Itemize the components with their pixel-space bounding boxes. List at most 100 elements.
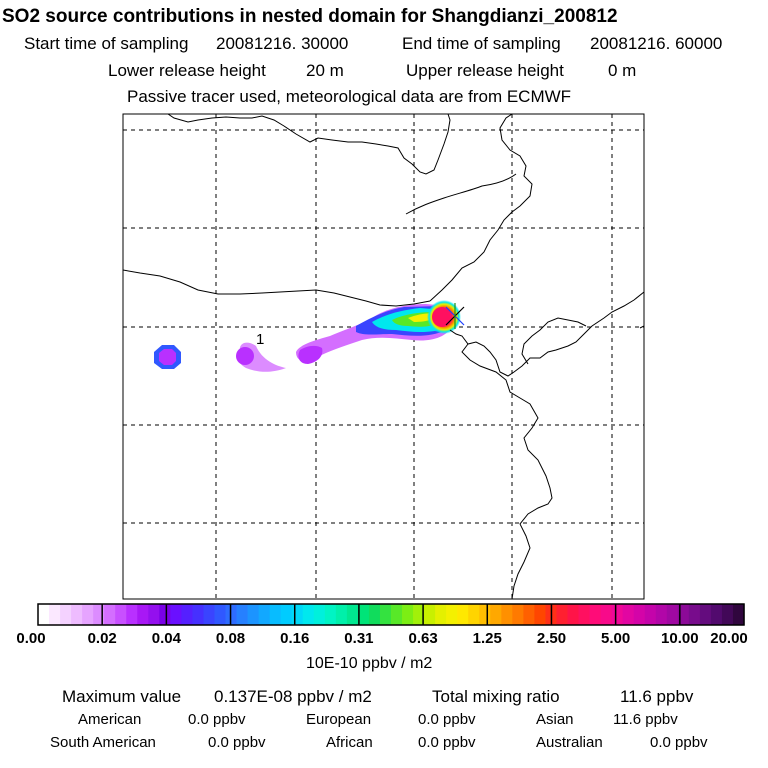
colorbar-cell [622,604,635,625]
colorbar-cell [512,604,524,625]
colorbar-cell [600,604,613,625]
colorbar-cell [38,604,50,625]
region-value: 0.0 ppbv [208,734,266,751]
colorbar-cell [368,604,381,625]
colorbar-cell [534,604,547,625]
colorbar-cell [501,604,513,625]
region-name: South American [50,734,156,751]
colorbar-tick-label: 5.00 [601,630,631,647]
colorbar-cell [567,604,580,625]
map-title: SO2 source contributions in nested domai… [2,6,618,27]
colorbar-cell [633,604,646,625]
region-value: 0.0 ppbv [418,711,476,728]
colorbar-cell [203,604,216,625]
colorbar-tick-label: 0.02 [87,630,117,647]
colorbar-cell [413,604,425,625]
colorbar-cell [148,604,160,625]
colorbar-cell [137,604,149,625]
max-value: 0.137E-08 ppbv / m2 [214,687,372,706]
total-mixing-label: Total mixing ratio [432,687,560,706]
colorbar-cell [490,604,502,625]
colorbar-tick-label: 0.00 [16,630,46,647]
colorbar-cell [710,604,723,625]
region-value: 11.6 ppbv [613,711,678,728]
region-value: 0.0 ppbv [418,734,476,751]
region-name: Australian [536,734,603,751]
colorbar-cell [225,604,238,625]
colorbar-cell [402,604,414,625]
colorbar-cell [346,604,359,625]
colorbar-tick-label: 20.00 [710,630,748,647]
colorbar-cell [424,604,436,625]
total-mixing-value: 11.6 ppbv [620,687,694,706]
colorbar-cell [49,604,61,625]
end-time-value: 20081216. 60000 [590,34,723,53]
colorbar-cell [677,604,690,625]
colorbar-cell [214,604,227,625]
colorbar-separators [101,604,681,625]
colorbar-tick-label: 0.16 [280,630,310,647]
colorbar-cells [38,604,745,625]
colorbar-cell [280,604,293,625]
colorbar-cell [446,604,458,625]
region-value: 0.0 ppbv [188,711,246,728]
colorbar-cell [236,604,249,625]
upper-release-value: 0 m [608,61,637,80]
colorbar-cell [435,604,447,625]
region-name: European [306,711,372,728]
colorbar-cell [324,604,337,625]
colorbar-cell [523,604,536,625]
colorbar-tick-label: 0.31 [344,630,374,647]
colorbar-cell [60,604,72,625]
region-name: Asian [536,711,574,728]
so2-plume [154,300,461,372]
source-marker-icon [445,303,465,329]
colorbar-cell [302,604,315,625]
plume-label: 1 [256,331,264,348]
colorbar-cell [721,604,734,625]
colorbar-tick-label: 0.04 [151,630,181,647]
colorbar-cell [313,604,326,625]
colorbar-cell [699,604,712,625]
colorbar-tick-label: 1.25 [472,630,502,647]
colorbar-cell [291,604,304,625]
tracer-note: Passive tracer used, meteorological data… [127,87,572,106]
colorbar-cell [269,604,282,625]
colorbar-tick-label: 2.50 [536,630,567,647]
colorbar-tick-label: 10.00 [661,630,699,647]
max-value-label: Maximum value [62,687,182,706]
start-time-label: Start time of sampling [24,34,189,53]
colorbar-cell [170,604,183,625]
colorbar-cell [379,604,392,625]
region-value: 0.0 ppbv [650,734,708,751]
colorbar-cell [159,604,171,625]
lower-release-value: 20 m [306,61,344,80]
colorbar-cell [258,604,271,625]
colorbar-cell [192,604,205,625]
colorbar-unit: 10E-10 ppbv / m2 [306,655,433,672]
end-time-label: End time of sampling [402,34,561,53]
upper-release-label: Upper release height [406,61,564,80]
colorbar-tick-label: 0.08 [215,630,246,647]
colorbar-cell [644,604,657,625]
colorbar-cell [335,604,348,625]
colorbar-cell [247,604,260,625]
colorbar-frame [37,603,745,626]
colorbar-cell [556,604,569,625]
colorbar-cell [71,604,83,625]
colorbar-cell [666,604,679,625]
colorbar-cell [578,604,591,625]
colorbar-cell [457,604,469,625]
region-name: American [78,711,142,728]
colorbar-cell [391,604,403,625]
colorbar-cell [655,604,668,625]
colorbar-cell [357,604,370,625]
colorbar-cell [611,604,624,625]
lower-release-label: Lower release height [108,61,266,80]
colorbar-cell [115,604,127,625]
colorbar-cell [93,604,105,625]
colorbar-cell [126,604,138,625]
colorbar-cell [82,604,94,625]
colorbar-cell [104,604,116,625]
